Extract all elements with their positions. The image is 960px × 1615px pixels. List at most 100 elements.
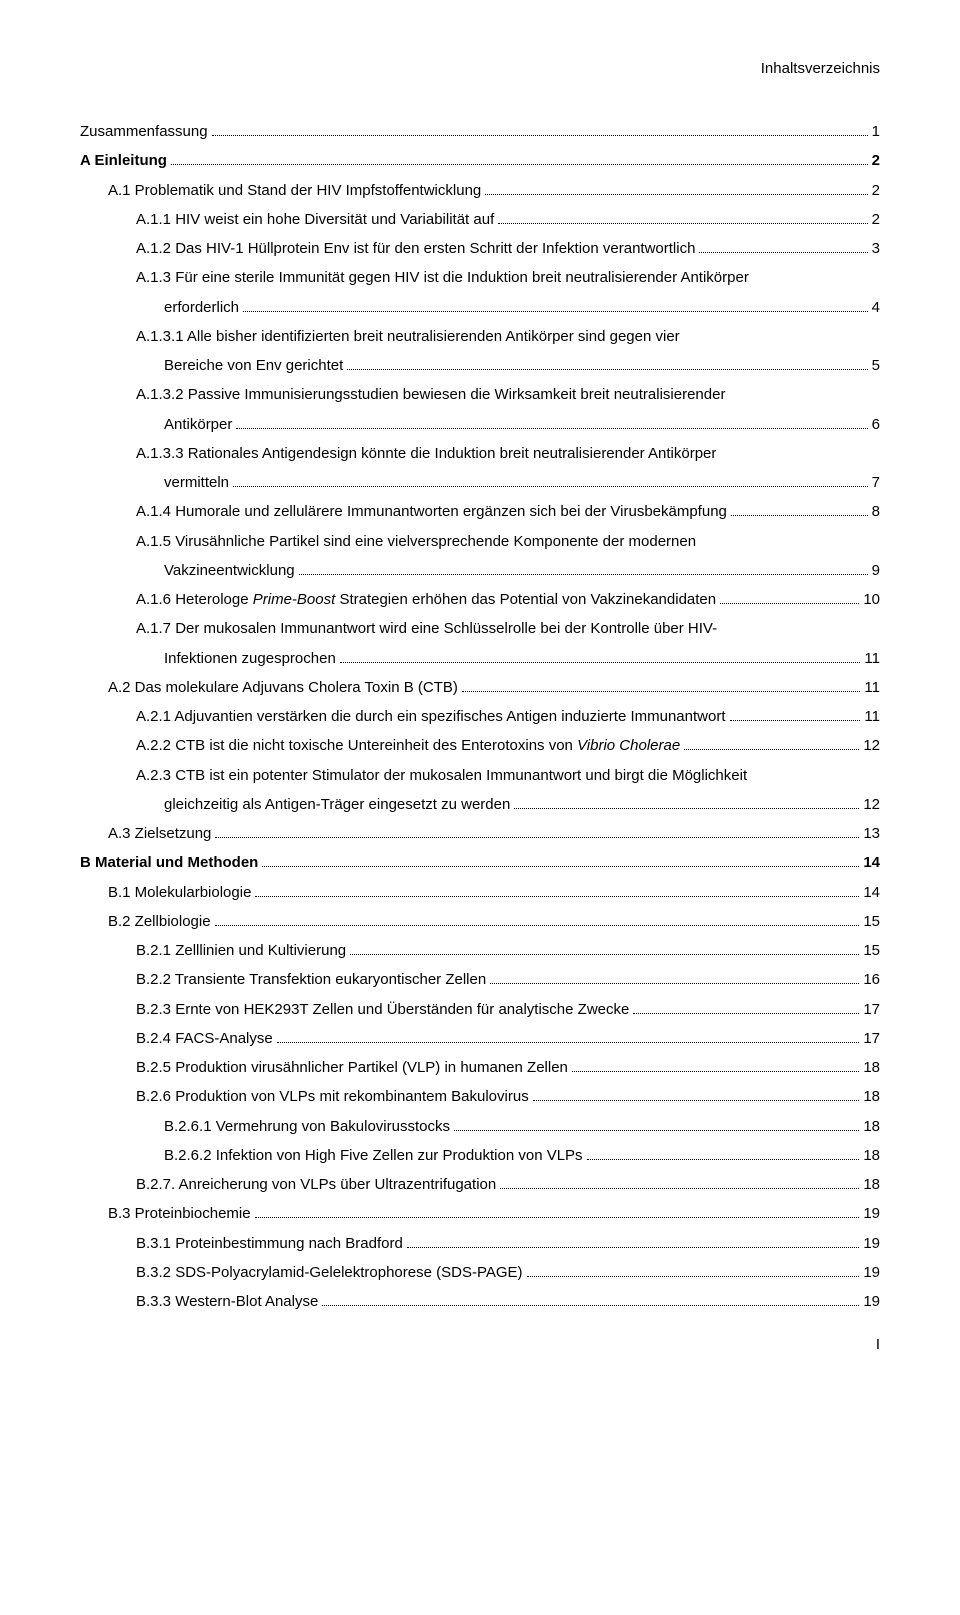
toc-page-number: 10 <box>863 585 880 614</box>
toc-page-number: 15 <box>863 907 880 936</box>
toc-text: B.2 Zellbiologie <box>80 907 211 936</box>
toc-text: B.2.6.2 Infektion von High Five Zellen z… <box>80 1141 583 1170</box>
toc-leader-dots <box>684 749 859 750</box>
toc-page-number: 1 <box>872 117 880 146</box>
toc-page-number: 18 <box>863 1141 880 1170</box>
toc-text: A Einleitung <box>80 146 167 175</box>
toc-entry: Infektionen zugesprochen 11 <box>80 644 880 673</box>
toc-page-number: 8 <box>872 497 880 526</box>
table-of-contents: Zusammenfassung 1A Einleitung 2A.1 Probl… <box>80 117 880 1316</box>
toc-page-number: 18 <box>863 1053 880 1082</box>
toc-leader-dots <box>299 574 868 575</box>
toc-entry: A.2.3 CTB ist ein potenter Stimulator de… <box>80 761 880 790</box>
toc-page-number: 19 <box>863 1258 880 1287</box>
toc-page-number: 3 <box>872 234 880 263</box>
toc-leader-dots <box>215 837 859 838</box>
toc-page-number: 14 <box>863 878 880 907</box>
toc-entry: gleichzeitig als Antigen-Träger eingeset… <box>80 790 880 819</box>
toc-leader-dots <box>322 1305 859 1306</box>
toc-text: B Material und Methoden <box>80 848 258 877</box>
toc-page-number: 15 <box>863 936 880 965</box>
toc-leader-dots <box>340 662 861 663</box>
toc-entry: B.2.6.1 Vermehrung von Bakulovirusstocks… <box>80 1112 880 1141</box>
toc-entry: A.1.1 HIV weist ein hohe Diversität und … <box>80 205 880 234</box>
toc-entry: erforderlich 4 <box>80 293 880 322</box>
toc-text: Zusammenfassung <box>80 117 208 146</box>
toc-text: A.2.3 CTB ist ein potenter Stimulator de… <box>80 761 747 790</box>
toc-text: A.2 Das molekulare Adjuvans Cholera Toxi… <box>80 673 458 702</box>
toc-page-number: 11 <box>864 673 880 702</box>
toc-text: A.1.6 Heterologe Prime-Boost Strategien … <box>80 585 716 614</box>
toc-entry: B.2.3 Ernte von HEK293T Zellen und Übers… <box>80 995 880 1024</box>
toc-leader-dots <box>243 311 868 312</box>
toc-leader-dots <box>255 1217 860 1218</box>
toc-leader-dots <box>514 808 859 809</box>
toc-leader-dots <box>171 164 868 165</box>
toc-text: B.3.1 Proteinbestimmung nach Bradford <box>80 1229 403 1258</box>
toc-page-number: 12 <box>863 790 880 819</box>
toc-leader-dots <box>277 1042 860 1043</box>
toc-leader-dots <box>731 515 868 516</box>
toc-entry: A.3 Zielsetzung 13 <box>80 819 880 848</box>
toc-entry: B.2 Zellbiologie 15 <box>80 907 880 936</box>
toc-leader-dots <box>347 369 867 370</box>
toc-page-number: 6 <box>872 410 880 439</box>
toc-text: A.1.2 Das HIV-1 Hüllprotein Env ist für … <box>80 234 695 263</box>
toc-entry: B.2.2 Transiente Transfektion eukaryonti… <box>80 965 880 994</box>
page-footer: I <box>80 1336 880 1353</box>
toc-entry: B.3.1 Proteinbestimmung nach Bradford 19 <box>80 1229 880 1258</box>
toc-page-number: 17 <box>863 1024 880 1053</box>
toc-entry: B.3.3 Western-Blot Analyse 19 <box>80 1287 880 1316</box>
toc-page-number: 11 <box>864 702 880 731</box>
toc-leader-dots <box>633 1013 859 1014</box>
toc-page-number: 13 <box>863 819 880 848</box>
toc-text: B.3.3 Western-Blot Analyse <box>80 1287 318 1316</box>
toc-page-number: 16 <box>863 965 880 994</box>
toc-entry: A.2 Das molekulare Adjuvans Cholera Toxi… <box>80 673 880 702</box>
toc-entry: B.2.5 Produktion virusähnlicher Partikel… <box>80 1053 880 1082</box>
toc-text: B.2.5 Produktion virusähnlicher Partikel… <box>80 1053 568 1082</box>
toc-text: A.1.7 Der mukosalen Immunantwort wird ei… <box>80 614 717 643</box>
toc-text: B.3 Proteinbiochemie <box>80 1199 251 1228</box>
toc-leader-dots <box>572 1071 859 1072</box>
toc-entry: A.1 Problematik und Stand der HIV Impfst… <box>80 176 880 205</box>
toc-text: A.2.1 Adjuvantien verstärken die durch e… <box>80 702 726 731</box>
toc-leader-dots <box>236 428 867 429</box>
toc-entry: A.1.7 Der mukosalen Immunantwort wird ei… <box>80 614 880 643</box>
toc-text: B.3.2 SDS-Polyacrylamid-Gelelektrophores… <box>80 1258 523 1287</box>
toc-leader-dots <box>262 866 859 867</box>
toc-entry: B.2.7. Anreicherung von VLPs über Ultraz… <box>80 1170 880 1199</box>
toc-leader-dots <box>533 1100 860 1101</box>
toc-text: A.1.1 HIV weist ein hohe Diversität und … <box>80 205 494 234</box>
toc-entry: Vakzineentwicklung 9 <box>80 556 880 585</box>
toc-text: B.2.7. Anreicherung von VLPs über Ultraz… <box>80 1170 496 1199</box>
toc-text: A.1.3.3 Rationales Antigendesign könnte … <box>80 439 716 468</box>
toc-leader-dots <box>485 194 867 195</box>
toc-text: Vakzineentwicklung <box>80 556 295 585</box>
toc-text: vermitteln <box>80 468 229 497</box>
toc-leader-dots <box>699 252 867 253</box>
toc-leader-dots <box>215 925 860 926</box>
toc-entry: A.1.3 Für eine sterile Immunität gegen H… <box>80 263 880 292</box>
toc-text: B.2.6.1 Vermehrung von Bakulovirusstocks <box>80 1112 450 1141</box>
toc-entry: vermitteln 7 <box>80 468 880 497</box>
toc-leader-dots <box>350 954 859 955</box>
toc-entry: Zusammenfassung 1 <box>80 117 880 146</box>
toc-page-number: 18 <box>863 1170 880 1199</box>
toc-text: B.2.3 Ernte von HEK293T Zellen und Übers… <box>80 995 629 1024</box>
toc-text: A.1.3 Für eine sterile Immunität gegen H… <box>80 263 749 292</box>
toc-text: B.2.2 Transiente Transfektion eukaryonti… <box>80 965 486 994</box>
toc-entry: A.1.4 Humorale und zellulärere Immunantw… <box>80 497 880 526</box>
toc-page-number: 2 <box>872 205 880 234</box>
toc-entry: B.2.6.2 Infektion von High Five Zellen z… <box>80 1141 880 1170</box>
toc-text: A.2.2 CTB ist die nicht toxische Unterei… <box>80 731 680 760</box>
toc-entry: B.3 Proteinbiochemie 19 <box>80 1199 880 1228</box>
toc-entry: B.2.4 FACS-Analyse 17 <box>80 1024 880 1053</box>
toc-entry: A Einleitung 2 <box>80 146 880 175</box>
toc-text: A.1.5 Virusähnliche Partikel sind eine v… <box>80 527 696 556</box>
toc-text: A.1.3.1 Alle bisher identifizierten brei… <box>80 322 680 351</box>
toc-leader-dots <box>407 1247 859 1248</box>
toc-entry: A.1.3.3 Rationales Antigendesign könnte … <box>80 439 880 468</box>
toc-page-number: 4 <box>872 293 880 322</box>
toc-page-number: 7 <box>872 468 880 497</box>
